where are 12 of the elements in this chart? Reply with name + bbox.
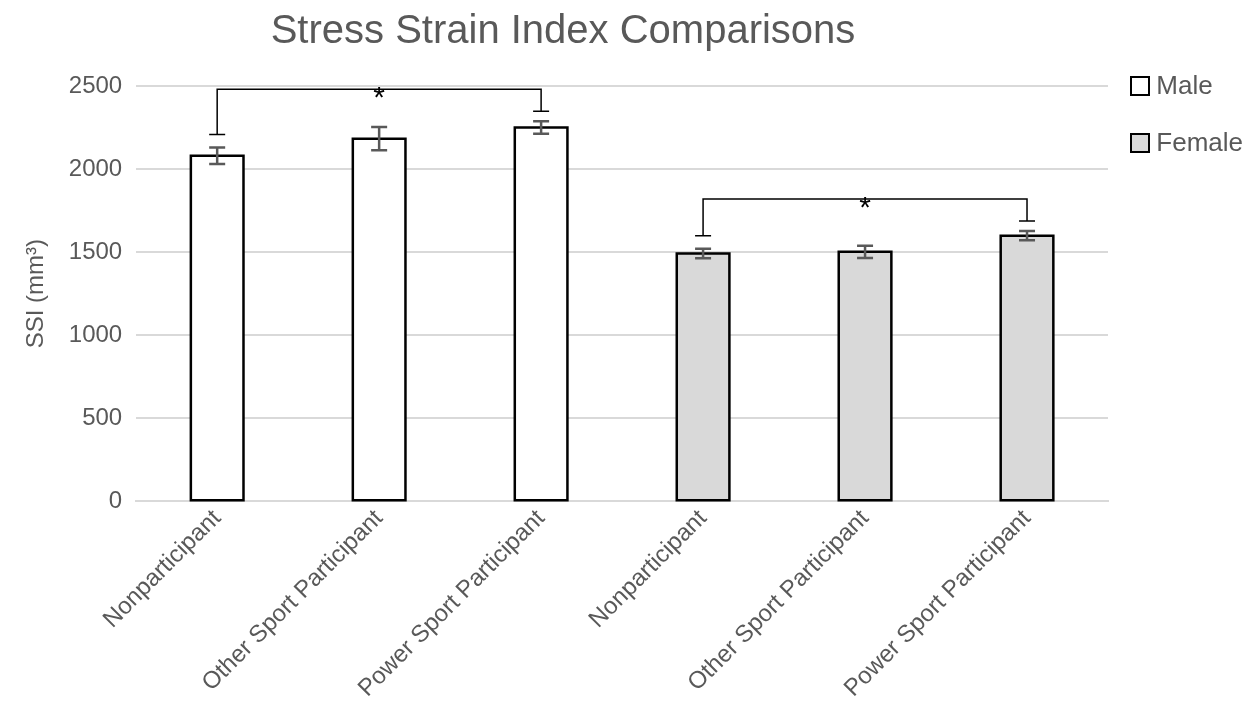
text: Male bbox=[1156, 70, 1213, 101]
y-tick-label: 500 bbox=[82, 402, 123, 430]
y-tick-label: 1000 bbox=[68, 319, 123, 347]
annotation: * bbox=[859, 190, 872, 224]
legend-label: Female bbox=[1156, 127, 1243, 158]
y-tick-label: 1500 bbox=[68, 236, 123, 264]
chart-title: Stress Strain Index Comparisons bbox=[270, 7, 856, 52]
y-tick-label: 2000 bbox=[68, 153, 123, 181]
y-axis-title: SSI (mm³) bbox=[21, 239, 49, 349]
y-tick-label: 2500 bbox=[68, 70, 123, 98]
y-tick-label: 0 bbox=[108, 485, 123, 513]
annotation: * bbox=[373, 80, 386, 114]
